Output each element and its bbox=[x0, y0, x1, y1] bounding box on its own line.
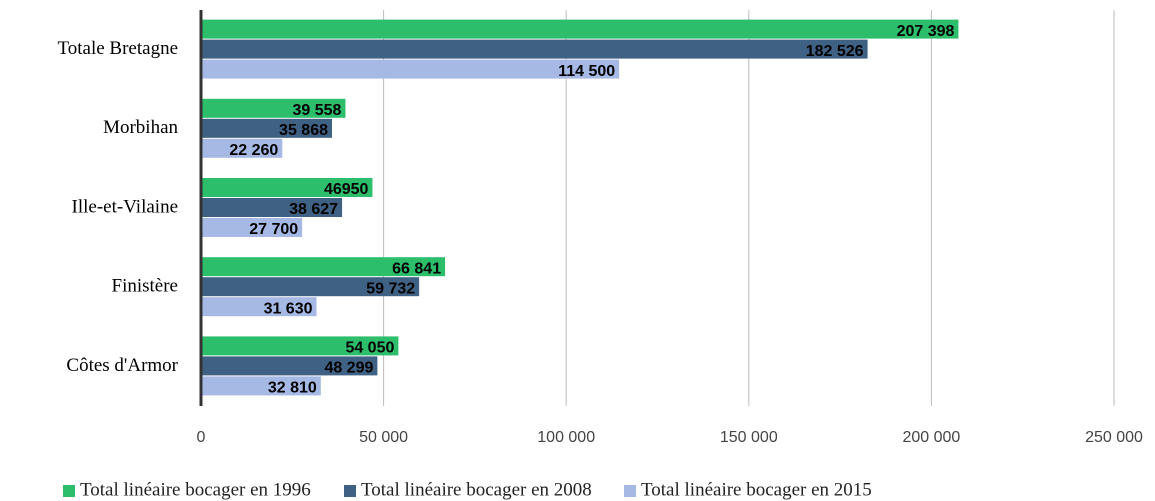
value-label: 207 398 bbox=[897, 23, 955, 40]
legend-swatch bbox=[63, 485, 75, 497]
category-label: Totale Bretagne bbox=[57, 38, 178, 59]
bar bbox=[201, 39, 868, 59]
bar bbox=[201, 178, 373, 197]
value-label: 38 627 bbox=[289, 201, 338, 218]
value-label: 35 868 bbox=[279, 122, 328, 139]
x-tick-label: 100 000 bbox=[537, 429, 595, 446]
x-tick-label: 250 000 bbox=[1085, 429, 1143, 446]
bar bbox=[201, 59, 620, 79]
x-tick-label: 0 bbox=[197, 429, 206, 446]
legend-swatch bbox=[344, 485, 356, 497]
legend-swatch bbox=[624, 485, 636, 497]
legend-label: Total linéaire bocager en 2008 bbox=[361, 479, 592, 500]
value-label: 182 526 bbox=[806, 43, 864, 60]
bar bbox=[201, 98, 346, 118]
bar bbox=[201, 376, 321, 396]
bar bbox=[201, 336, 399, 356]
bar bbox=[201, 356, 378, 376]
value-label: 48 299 bbox=[324, 360, 373, 377]
legend-label: Total linéaire bocager en 2015 bbox=[641, 479, 872, 500]
value-label: 32 810 bbox=[268, 380, 317, 397]
value-label: 22 260 bbox=[229, 142, 278, 159]
category-label: Finistère bbox=[112, 276, 179, 297]
category-label: Morbihan bbox=[103, 117, 178, 138]
bar bbox=[201, 257, 446, 277]
value-label: 59 732 bbox=[366, 280, 415, 297]
x-tick-label: 50 000 bbox=[359, 429, 408, 446]
value-label: 27 700 bbox=[249, 221, 298, 238]
bar bbox=[201, 19, 959, 39]
category-label: Ille-et-Vilaine bbox=[72, 196, 178, 217]
value-label: 54 050 bbox=[345, 340, 394, 357]
bar bbox=[201, 198, 343, 217]
bar bbox=[201, 277, 420, 297]
x-tick-label: 200 000 bbox=[902, 429, 960, 446]
bar bbox=[201, 218, 303, 237]
value-label: 31 630 bbox=[264, 300, 313, 317]
x-tick-label: 150 000 bbox=[720, 429, 778, 446]
legend-label: Total linéaire bocager en 1996 bbox=[80, 479, 311, 500]
category-label: Côtes d'Armor bbox=[66, 355, 178, 376]
value-label: 39 558 bbox=[293, 102, 342, 119]
bar bbox=[201, 138, 283, 158]
bar bbox=[201, 297, 317, 317]
bar bbox=[201, 118, 332, 138]
value-label: 66 841 bbox=[392, 260, 441, 277]
value-label: 114 500 bbox=[558, 63, 615, 80]
value-label: 46950 bbox=[324, 181, 369, 198]
